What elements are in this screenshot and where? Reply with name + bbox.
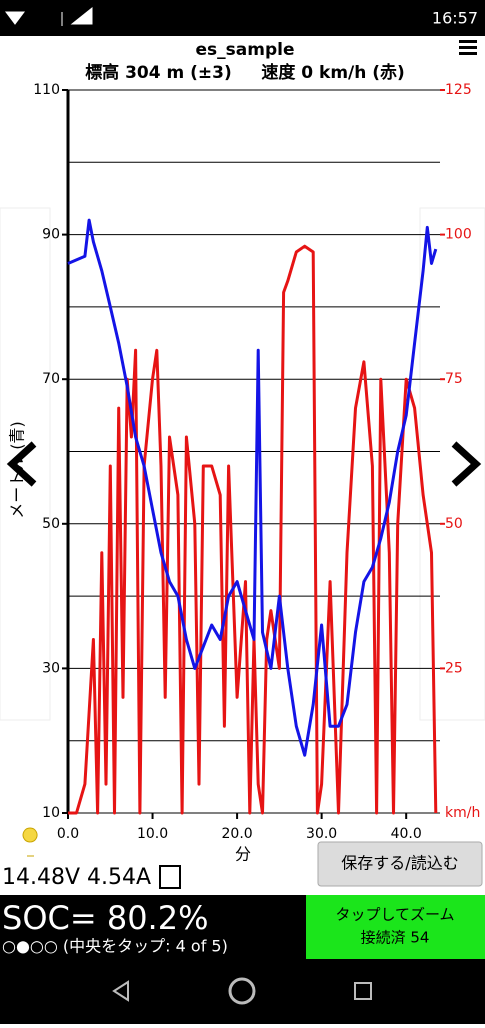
- series-line: [67, 218, 438, 757]
- recents-button[interactable]: [354, 982, 372, 1000]
- soc: SOC= 80.2%: [2, 899, 208, 937]
- series-line: [68, 244, 438, 815]
- status-icons: [5, 6, 93, 26]
- menu-icon[interactable]: [459, 40, 477, 55]
- plot: 10 30 50 70 90 110 25 50 75 100 125 0.0 10.0 20.0 30.0…: [33, 82, 471, 842]
- x-tick-label: 0.0: [57, 826, 79, 842]
- zoom-button[interactable]: [306, 895, 485, 959]
- connection-status: 接続済 54: [361, 929, 430, 947]
- calendar-icon[interactable]: [159, 865, 181, 889]
- chart-subtitle: 標高 304 m (±3) 速度 0 km/h (赤): [85, 62, 405, 83]
- pager[interactable]: ○●○○ (中央をタップ: 4 of 5): [2, 937, 228, 956]
- prev-arrow[interactable]: [6, 441, 37, 487]
- x-tick-label: 20.0: [222, 826, 253, 842]
- nav-bar: [0, 960, 485, 1024]
- y-tick-label: 10: [42, 805, 60, 821]
- x-tick-label: 30.0: [306, 826, 337, 842]
- chart-title: es_sample: [196, 40, 295, 60]
- power-readout: 14.48V 4.54A: [2, 865, 151, 890]
- x-axis-label: 分: [235, 845, 251, 864]
- y-tick-label: 50: [42, 516, 60, 532]
- y-tick-label: 70: [42, 371, 60, 387]
- save-load-button[interactable]: [317, 841, 483, 887]
- y-tick-label: 90: [42, 227, 60, 243]
- y-tick-label: 30: [42, 660, 60, 676]
- y-tick-label: 110: [33, 82, 60, 98]
- side-panel: [0, 207, 51, 721]
- back-button[interactable]: [112, 980, 129, 1002]
- y2-tick-label: 25: [445, 660, 463, 676]
- y2-tick-label: 125: [445, 82, 472, 98]
- next-arrow[interactable]: [451, 441, 482, 487]
- y2-tick-label: 50: [445, 516, 463, 532]
- y2-axis-label: km/h: [445, 805, 480, 821]
- bulb-icon: [22, 827, 38, 857]
- y2-tick-label: 100: [445, 227, 472, 243]
- status-bar: [0, 0, 485, 36]
- x-tick-label: 40.0: [391, 826, 422, 842]
- y2-tick-label: 75: [445, 371, 463, 387]
- x-tick-label: 10.0: [137, 826, 168, 842]
- save-load-label: 保存する/読込む: [341, 854, 458, 873]
- clock: 16:57: [432, 9, 478, 28]
- home-button[interactable]: [228, 977, 256, 1005]
- zoom-label: タップしてズーム: [335, 906, 454, 924]
